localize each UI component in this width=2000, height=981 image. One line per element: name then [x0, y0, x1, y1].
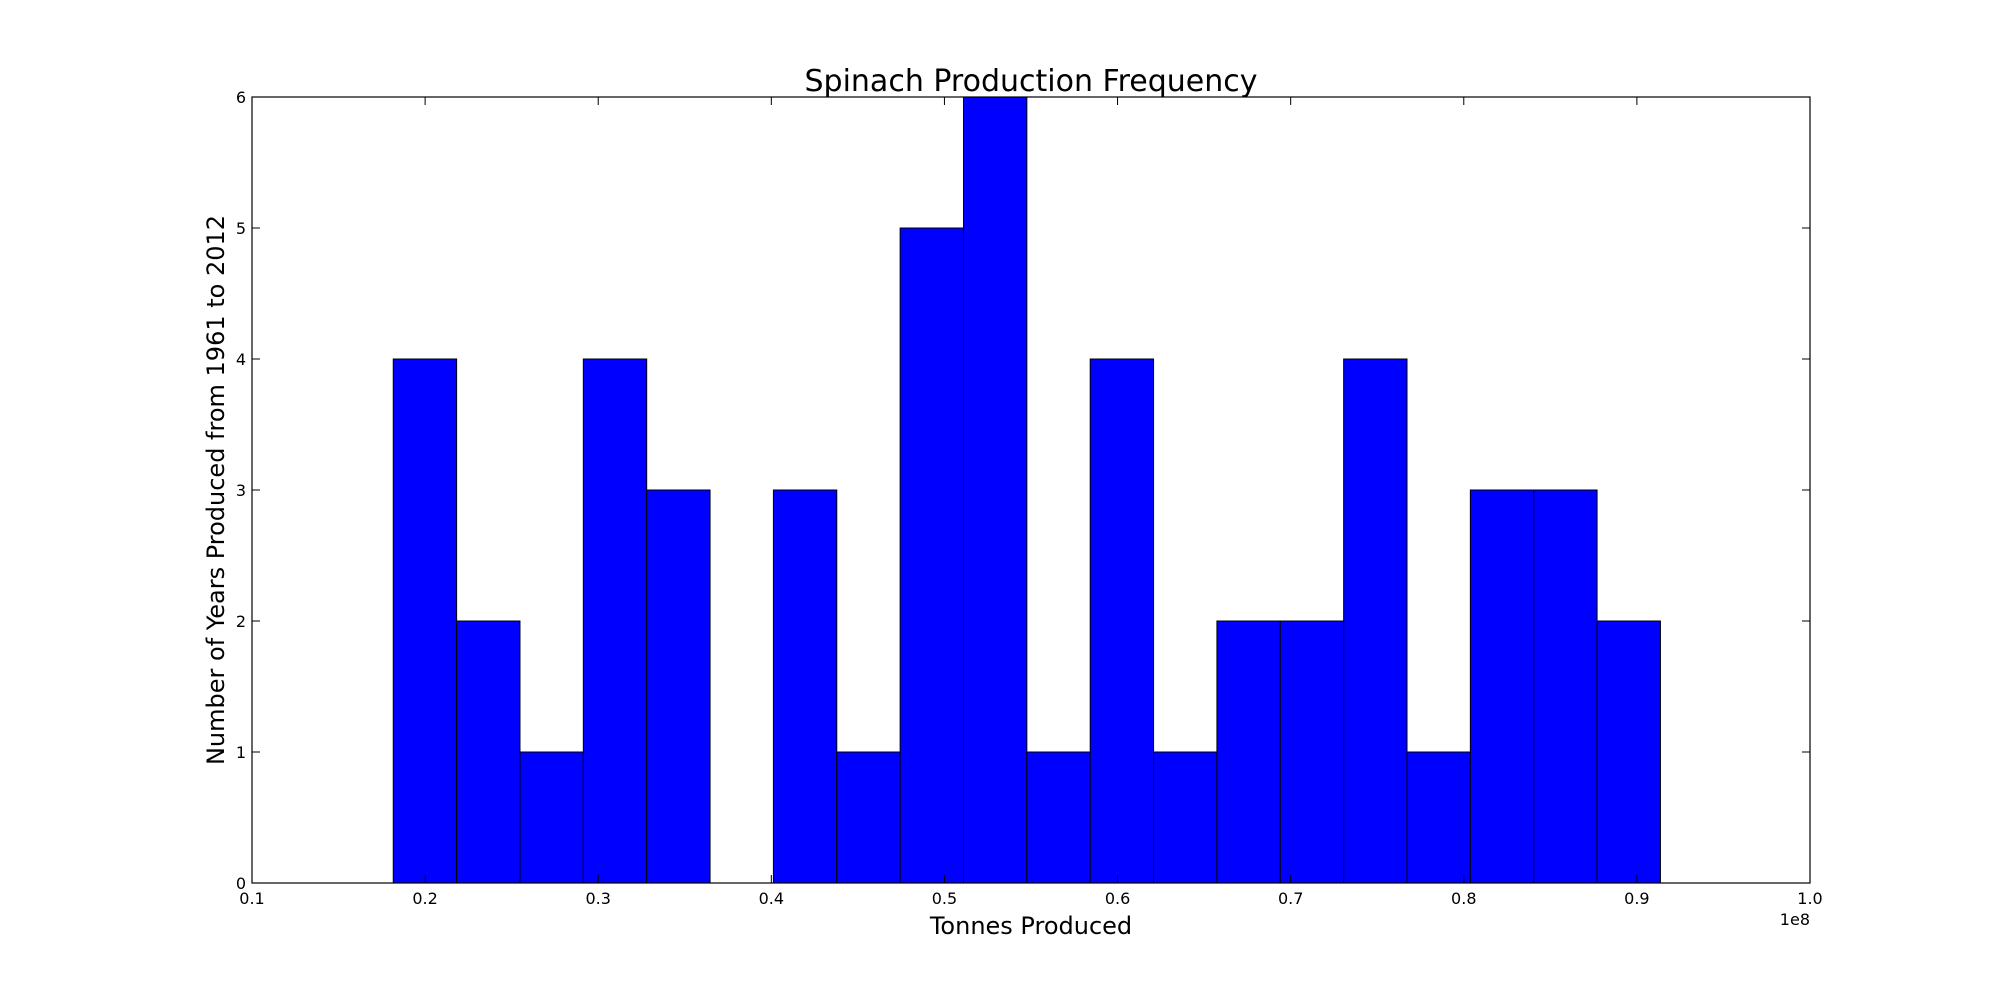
chart-title: Spinach Production Frequency	[805, 64, 1258, 99]
y-tick-label: 1	[236, 743, 246, 762]
histogram-bar	[456, 620, 521, 884]
y-tick-label: 4	[236, 350, 246, 369]
y-tick-label: 5	[236, 219, 246, 238]
histogram-bar	[772, 489, 838, 884]
histogram-bar	[1153, 751, 1218, 884]
x-axis-offset-label: 1e8	[1780, 910, 1810, 929]
x-tick-label: 0.9	[1624, 889, 1649, 908]
x-tick-label: 0.8	[1451, 889, 1476, 908]
x-tick-label: 1.0	[1797, 889, 1822, 908]
y-tick-label: 0	[236, 874, 246, 893]
y-axis-label: Number of Years Produced from 1961 to 20…	[202, 215, 230, 765]
histogram-bar	[1406, 751, 1471, 884]
histogram-bar	[392, 358, 458, 884]
bars-layer	[392, 96, 1661, 884]
y-tick-label: 2	[236, 612, 246, 631]
x-tick-label: 0.7	[1278, 889, 1303, 908]
x-tick-label: 0.4	[759, 889, 784, 908]
histogram-bar	[1089, 358, 1155, 884]
y-tick-label: 6	[236, 88, 246, 107]
histogram-bar	[899, 227, 964, 884]
histogram-bar	[1279, 620, 1345, 884]
histogram-bar	[582, 358, 648, 884]
histogram-bar	[1533, 489, 1598, 884]
histogram-bar	[1216, 620, 1281, 884]
x-tick-label: 0.2	[412, 889, 437, 908]
x-tick-label: 0.5	[932, 889, 957, 908]
histogram-bar	[1469, 489, 1535, 884]
ticks-layer: 0.1 0.2 0.3 0.4 0.5 0.6 0.7 0.8 0.9 1.0 0 1 2 3 4 5 6	[236, 88, 1823, 908]
histogram-bar	[836, 751, 901, 884]
x-tick-label: 0.1	[239, 889, 264, 908]
x-axis-label: Tonnes Produced	[929, 912, 1132, 940]
histogram-bar	[519, 751, 584, 884]
histogram-bar	[1026, 751, 1091, 884]
x-tick-label: 0.6	[1105, 889, 1130, 908]
histogram-bar	[646, 489, 711, 884]
histogram-bar	[1596, 620, 1661, 884]
y-tick-label: 3	[236, 481, 246, 500]
histogram-bar	[962, 96, 1028, 884]
histogram-bar	[1343, 358, 1408, 884]
x-tick-label: 0.3	[585, 889, 610, 908]
